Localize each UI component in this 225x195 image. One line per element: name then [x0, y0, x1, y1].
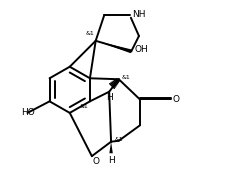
Text: &1: &1	[86, 31, 94, 36]
Text: NH: NH	[132, 10, 145, 19]
Text: HO: HO	[21, 108, 34, 117]
Text: &1: &1	[115, 137, 123, 142]
Text: O: O	[171, 95, 178, 104]
Text: OH: OH	[134, 45, 147, 54]
Text: H: H	[105, 93, 112, 102]
Text: O: O	[92, 157, 99, 166]
Polygon shape	[95, 41, 131, 53]
Text: H: H	[107, 156, 114, 165]
Text: &1: &1	[79, 104, 88, 109]
Polygon shape	[109, 142, 112, 153]
Text: &1: &1	[121, 75, 130, 80]
